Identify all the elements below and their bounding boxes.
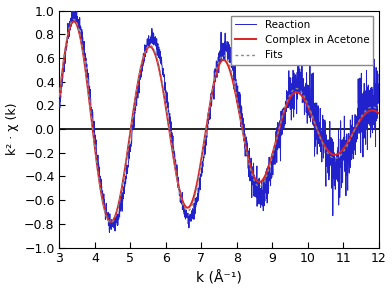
Reaction xyxy=(125,164,130,168)
Line: Reaction: Reaction xyxy=(60,9,379,233)
Fits xyxy=(246,160,251,164)
Fits xyxy=(140,58,145,62)
Complex in Acetone xyxy=(71,19,76,23)
Fits xyxy=(376,108,381,112)
Y-axis label: k² · χ (k): k² · χ (k) xyxy=(5,103,18,155)
Fits xyxy=(114,209,119,213)
Reaction xyxy=(71,7,76,10)
Complex in Acetone xyxy=(109,220,113,223)
Legend: Reaction, Complex in Acetone, Fits: Reaction, Complex in Acetone, Fits xyxy=(231,16,373,65)
Reaction xyxy=(275,147,280,151)
Complex in Acetone xyxy=(376,111,381,115)
Fits xyxy=(271,150,276,153)
Complex in Acetone xyxy=(333,153,338,157)
Reaction xyxy=(189,214,194,217)
Complex in Acetone xyxy=(57,95,62,98)
Fits xyxy=(71,18,76,21)
Fits xyxy=(108,221,113,224)
Fits xyxy=(57,94,62,97)
Fits xyxy=(298,89,303,93)
Line: Fits: Fits xyxy=(60,19,379,223)
Complex in Acetone xyxy=(141,56,145,60)
Reaction xyxy=(57,100,62,103)
Complex in Acetone xyxy=(194,184,199,187)
Complex in Acetone xyxy=(298,93,303,96)
Complex in Acetone xyxy=(92,144,97,147)
Reaction xyxy=(107,231,112,234)
Complex in Acetone xyxy=(285,101,290,105)
Reaction xyxy=(76,20,80,23)
Reaction xyxy=(188,217,192,221)
X-axis label: k (Å⁻¹): k (Å⁻¹) xyxy=(196,271,242,285)
Line: Complex in Acetone: Complex in Acetone xyxy=(60,21,379,222)
Reaction xyxy=(376,82,381,86)
Reaction xyxy=(177,186,181,189)
Fits xyxy=(203,136,207,139)
